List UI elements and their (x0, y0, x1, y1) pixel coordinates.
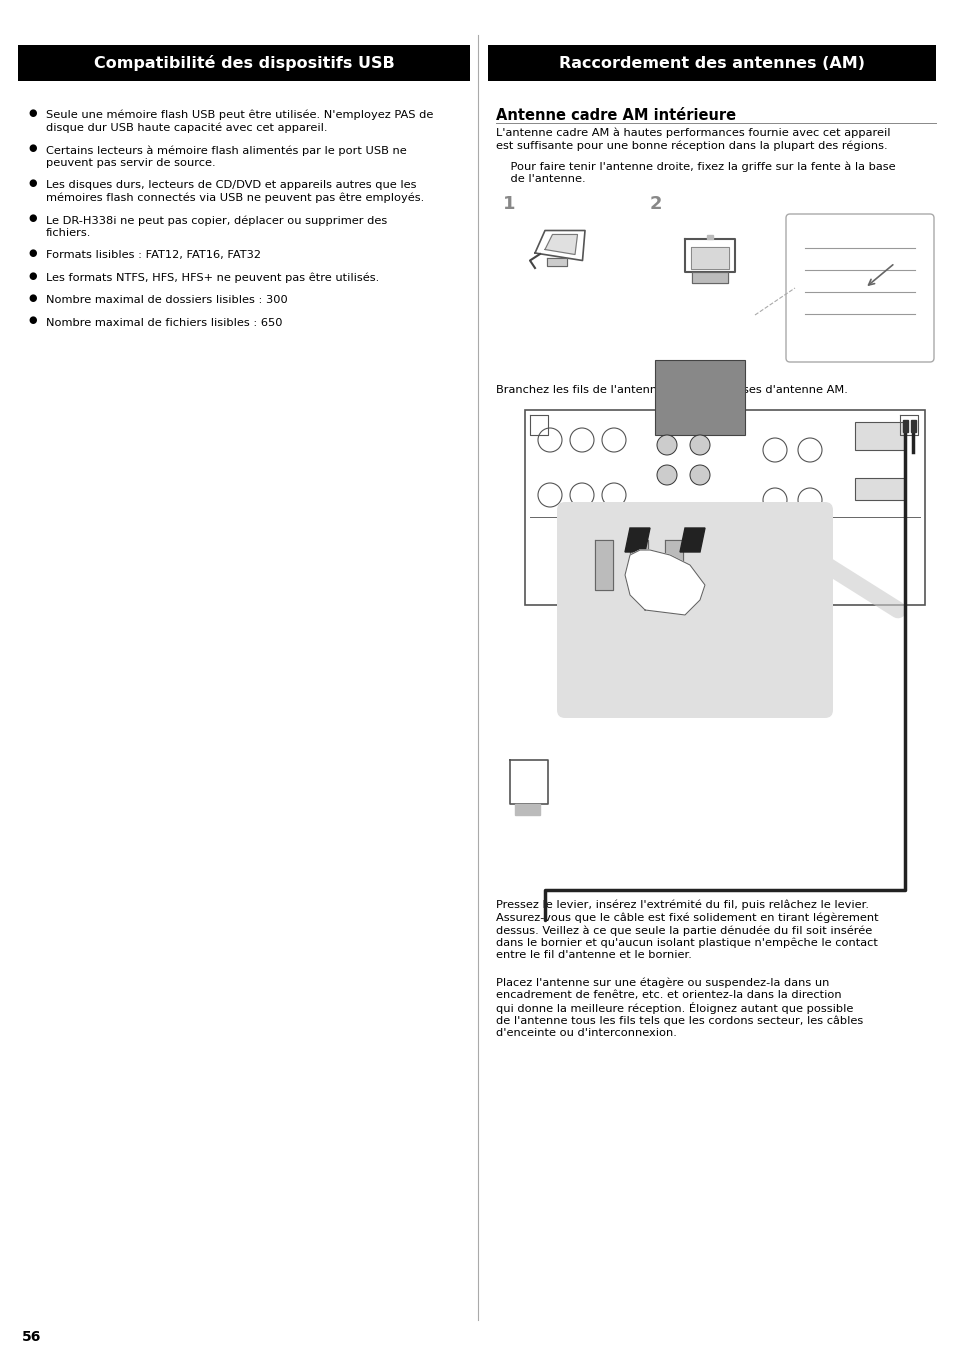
FancyBboxPatch shape (785, 215, 933, 362)
Polygon shape (629, 540, 647, 590)
Text: Seule une mémoire flash USB peut être utilisée. N'employez PAS de: Seule une mémoire flash USB peut être ut… (46, 109, 433, 120)
Text: Pour faire tenir l'antenne droite, fixez la griffe sur la fente à la base: Pour faire tenir l'antenne droite, fixez… (496, 162, 895, 173)
Text: qui donne la meilleure réception. Éloignez autant que possible: qui donne la meilleure réception. Éloign… (496, 1003, 853, 1014)
Text: L'antenne cadre AM à hautes performances fournie avec cet appareil: L'antenne cadre AM à hautes performances… (496, 128, 889, 139)
Polygon shape (624, 528, 649, 552)
FancyBboxPatch shape (557, 502, 832, 718)
Circle shape (689, 464, 709, 485)
Circle shape (797, 437, 821, 462)
Polygon shape (910, 420, 915, 432)
Polygon shape (515, 805, 539, 815)
Polygon shape (595, 540, 613, 590)
Text: fichiers.: fichiers. (46, 228, 91, 238)
Polygon shape (530, 414, 547, 435)
Polygon shape (664, 540, 682, 590)
Text: Raccordement des antennes (AM): Raccordement des antennes (AM) (558, 55, 864, 70)
Text: encadrement de fenêtre, etc. et orientez-la dans la direction: encadrement de fenêtre, etc. et orientez… (496, 990, 841, 1000)
Polygon shape (690, 247, 728, 269)
Text: Nombre maximal de fichiers lisibles : 650: Nombre maximal de fichiers lisibles : 65… (46, 317, 282, 328)
Text: ●: ● (28, 293, 36, 302)
Bar (655, 360, 744, 435)
Polygon shape (691, 271, 727, 282)
Text: dessus. Veillez à ce que seule la partie dénudée du fil soit insérée: dessus. Veillez à ce que seule la partie… (496, 925, 871, 936)
Text: d'enceinte ou d'interconnexion.: d'enceinte ou d'interconnexion. (496, 1027, 677, 1038)
Polygon shape (706, 235, 712, 239)
Circle shape (601, 428, 625, 452)
Text: disque dur USB haute capacité avec cet appareil.: disque dur USB haute capacité avec cet a… (46, 123, 327, 134)
Bar (18, 45, 470, 81)
Polygon shape (547, 258, 567, 266)
Bar (854, 423, 904, 450)
Text: Pressez le levier, insérez l'extrémité du fil, puis relâchez le levier.: Pressez le levier, insérez l'extrémité d… (496, 900, 868, 910)
Circle shape (689, 435, 709, 455)
Text: de l'antenne tous les fils tels que les cordons secteur, les câbles: de l'antenne tous les fils tels que les … (496, 1015, 862, 1026)
Text: ●: ● (28, 143, 36, 153)
Circle shape (601, 483, 625, 508)
Text: Les formats NTFS, HFS, HFS+ ne peuvent pas être utilisés.: Les formats NTFS, HFS, HFS+ ne peuvent p… (46, 273, 379, 284)
Text: Placez l'antenne sur une étagère ou suspendez-la dans un: Placez l'antenne sur une étagère ou susp… (496, 977, 828, 988)
Circle shape (569, 428, 594, 452)
Text: ●: ● (28, 316, 36, 325)
Text: ●: ● (28, 270, 36, 281)
Text: Assurez-vous que le câble est fixé solidement en tirant légèrement: Assurez-vous que le câble est fixé solid… (496, 913, 878, 923)
Text: Certains lecteurs à mémoire flash alimentés par le port USB ne: Certains lecteurs à mémoire flash alimen… (46, 144, 406, 155)
Bar (524, 410, 924, 605)
Circle shape (762, 487, 786, 512)
Circle shape (657, 435, 677, 455)
Polygon shape (510, 760, 548, 805)
Text: 1: 1 (502, 194, 515, 213)
Text: ●: ● (28, 108, 36, 117)
Text: ●: ● (28, 178, 36, 188)
Text: Branchez les fils de l'antenne cadre aux prises d'antenne AM.: Branchez les fils de l'antenne cadre aux… (496, 385, 847, 396)
Circle shape (537, 428, 561, 452)
Polygon shape (684, 239, 735, 271)
Polygon shape (899, 414, 917, 435)
Circle shape (762, 437, 786, 462)
Text: Antenne cadre AM intérieure: Antenne cadre AM intérieure (496, 108, 736, 123)
Polygon shape (902, 420, 907, 432)
Circle shape (586, 532, 622, 568)
Text: Compatibilité des dispositifs USB: Compatibilité des dispositifs USB (93, 55, 394, 72)
Text: de l'antenne.: de l'antenne. (496, 174, 585, 185)
Text: ●: ● (28, 213, 36, 223)
Bar (854, 478, 904, 500)
Text: est suffisante pour une bonne réception dans la plupart des régions.: est suffisante pour une bonne réception … (496, 140, 886, 151)
Circle shape (641, 532, 678, 568)
Polygon shape (679, 528, 704, 552)
Text: Nombre maximal de dossiers lisibles : 300: Nombre maximal de dossiers lisibles : 30… (46, 296, 288, 305)
Text: 56: 56 (22, 1330, 41, 1345)
Polygon shape (535, 231, 584, 261)
Polygon shape (624, 549, 704, 616)
Text: Les disques durs, lecteurs de CD/DVD et appareils autres que les: Les disques durs, lecteurs de CD/DVD et … (46, 180, 416, 190)
Text: Le DR-H338i ne peut pas copier, déplacer ou supprimer des: Le DR-H338i ne peut pas copier, déplacer… (46, 215, 387, 225)
Circle shape (657, 464, 677, 485)
Text: entre le fil d'antenne et le bornier.: entre le fil d'antenne et le bornier. (496, 950, 691, 960)
Text: 2: 2 (649, 194, 661, 213)
Text: Formats lisibles : FAT12, FAT16, FAT32: Formats lisibles : FAT12, FAT16, FAT32 (46, 250, 261, 261)
Circle shape (569, 483, 594, 508)
Polygon shape (544, 235, 577, 255)
Circle shape (797, 487, 821, 512)
Circle shape (537, 483, 561, 508)
Text: mémoires flash connectés via USB ne peuvent pas être employés.: mémoires flash connectés via USB ne peuv… (46, 193, 424, 202)
Text: dans le bornier et qu'aucun isolant plastique n'empêche le contact: dans le bornier et qu'aucun isolant plas… (496, 937, 877, 948)
Bar (488, 45, 935, 81)
Text: peuvent pas servir de source.: peuvent pas servir de source. (46, 158, 215, 167)
Text: ●: ● (28, 248, 36, 258)
